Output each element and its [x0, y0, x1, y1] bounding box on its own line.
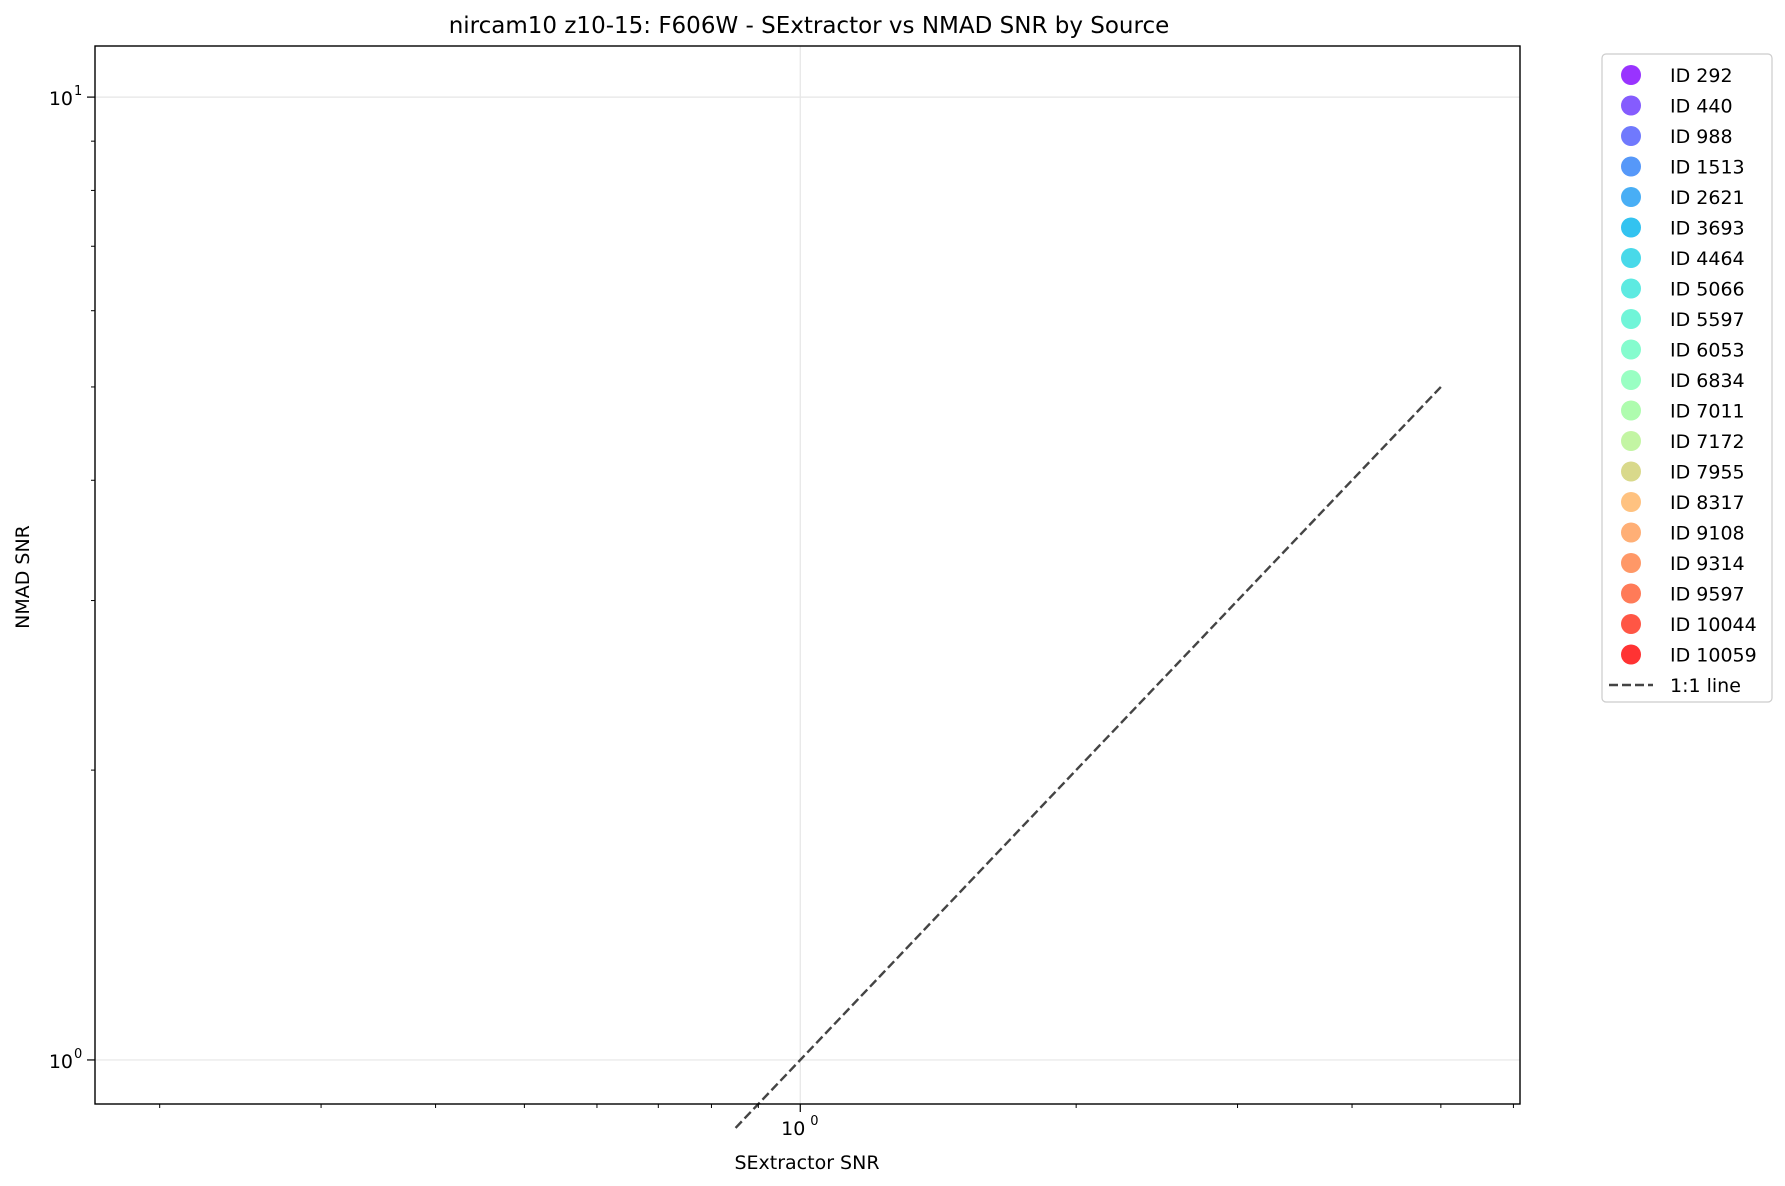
legend-label: ID 9597 — [1670, 584, 1745, 606]
legend-label: ID 9108 — [1670, 523, 1745, 545]
legend-marker — [1621, 156, 1641, 177]
x-tick-label: 10 — [781, 1118, 805, 1140]
legend-marker — [1621, 583, 1641, 604]
legend-label: ID 10044 — [1670, 614, 1757, 636]
x-tick-label-exponent: 0 — [810, 1114, 818, 1129]
reference-line-layer — [734, 386, 1442, 1129]
legend-label: ID 988 — [1670, 126, 1733, 148]
legend: ID 292 ID 440 ID 988 ID 1513 ID 2621 ID 3693 I… — [1601, 53, 1773, 703]
legend-marker — [1621, 461, 1641, 482]
y-tick-label: 10 — [49, 1051, 73, 1073]
legend-frame — [1601, 53, 1773, 703]
x-axis-ticks: 10 0 — [159, 1104, 1514, 1140]
legend-marker — [1621, 492, 1641, 512]
one-to-one-line — [734, 386, 1442, 1129]
legend-label: ID 2621 — [1670, 187, 1745, 209]
legend-label: ID 3693 — [1670, 218, 1745, 240]
legend-label: ID 292 — [1670, 65, 1733, 87]
legend-marker — [1621, 309, 1641, 329]
legend-marker — [1621, 217, 1641, 238]
legend-marker — [1621, 431, 1641, 451]
legend-label: ID 4464 — [1670, 248, 1745, 270]
legend-label: ID 8317 — [1670, 492, 1745, 514]
y-tick-label-exponent: 0 — [74, 1047, 82, 1062]
legend-marker — [1621, 187, 1641, 207]
legend-label: ID 7011 — [1670, 401, 1745, 423]
legend-label: ID 6053 — [1670, 340, 1745, 362]
legend-marker — [1621, 95, 1641, 116]
legend-marker — [1621, 278, 1641, 299]
y-tick-label: 10 — [49, 88, 73, 110]
legend-label: ID 7172 — [1670, 431, 1745, 453]
legend-marker — [1621, 614, 1641, 634]
legend-marker — [1621, 65, 1641, 85]
legend-marker — [1621, 370, 1641, 390]
legend-label: ID 1513 — [1670, 157, 1745, 179]
plot-area — [94, 45, 1521, 1129]
legend-marker — [1621, 644, 1641, 665]
plot-frame — [94, 45, 1521, 1105]
legend-label: ID 7955 — [1670, 462, 1745, 484]
chart-title: nircam10 z10-15: F606W - SExtractor vs N… — [449, 13, 1170, 39]
legend-label: ID 10059 — [1670, 645, 1757, 667]
legend-label: ID 5597 — [1670, 309, 1745, 331]
y-tick-label-exponent: 1 — [74, 84, 82, 99]
grid-lines — [95, 46, 1520, 1104]
y-axis-label: NMAD SNR — [12, 525, 34, 629]
legend-marker — [1621, 553, 1641, 573]
legend-marker — [1621, 339, 1641, 360]
legend-marker — [1621, 248, 1641, 268]
legend-label: ID 9314 — [1670, 553, 1745, 575]
x-axis-label: SExtractor SNR — [734, 1152, 879, 1174]
legend-marker — [1621, 400, 1641, 421]
legend-marker — [1621, 126, 1641, 146]
legend-label: ID 6834 — [1670, 370, 1745, 392]
legend-label: 1:1 line — [1670, 675, 1741, 697]
legend-label: ID 440 — [1670, 96, 1733, 118]
legend-label: ID 5066 — [1670, 279, 1745, 301]
legend-marker — [1621, 522, 1641, 543]
